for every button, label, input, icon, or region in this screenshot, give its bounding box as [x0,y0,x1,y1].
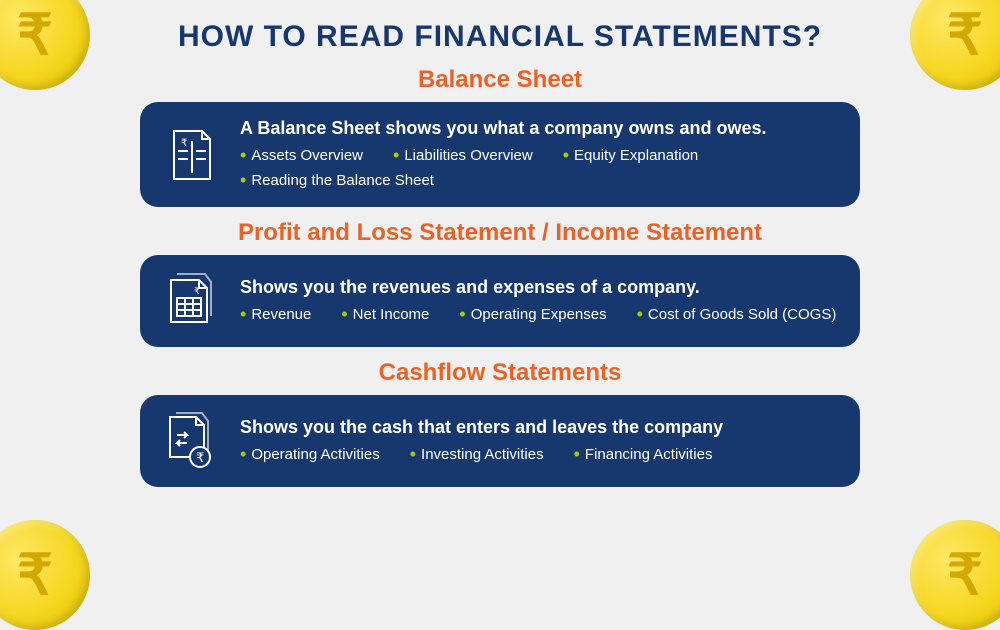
bullet-item: Revenue [240,304,311,325]
bullet-item: Operating Expenses [459,304,606,325]
section-title: Profit and Loss Statement / Income State… [0,219,1000,247]
card-description: Shows you the cash that enters and leave… [240,417,840,438]
card-description: Shows you the revenues and expenses of a… [240,277,840,298]
cashflow-document-icon: ₹ [160,411,220,471]
section-income-statement: Profit and Loss Statement / Income State… [0,219,1000,347]
rupee-coin-icon: ₹ [910,520,1000,630]
bullet-item: Operating Activities [240,444,380,465]
bullet-item: Net Income [341,304,429,325]
bullet-item: Financing Activities [574,444,713,465]
bullet-item: Equity Explanation [563,145,699,166]
bullet-item: Assets Overview [240,145,363,166]
svg-text:₹: ₹ [194,286,200,296]
svg-text:₹: ₹ [181,138,187,149]
balance-sheet-document-icon: ₹ [160,125,220,185]
info-card: ₹ Shows you the cash that enters and lea… [140,395,860,487]
card-description: A Balance Sheet shows you what a company… [240,118,840,139]
section-title: Balance Sheet [0,66,1000,94]
section-balance-sheet: Balance Sheet ₹ A Balance Sheet shows yo… [0,66,1000,207]
bullet-item: Cost of Goods Sold (COGS) [637,304,837,325]
bullet-item: Reading the Balance Sheet [240,170,434,191]
section-cashflow: Cashflow Statements ₹ Shows you the cash… [0,359,1000,487]
bullet-item: Liabilities Overview [393,145,533,166]
rupee-coin-icon: ₹ [0,520,90,630]
income-statement-spreadsheet-icon: ₹ [160,271,220,331]
page-title: HOW TO READ FINANCIAL STATEMENTS? [0,0,1000,54]
info-card: ₹ A Balance Sheet shows you what a compa… [140,102,860,207]
bullet-item: Investing Activities [410,444,544,465]
section-title: Cashflow Statements [0,359,1000,387]
info-card: ₹ Shows you the revenues and expenses of… [140,255,860,347]
svg-text:₹: ₹ [196,450,204,465]
